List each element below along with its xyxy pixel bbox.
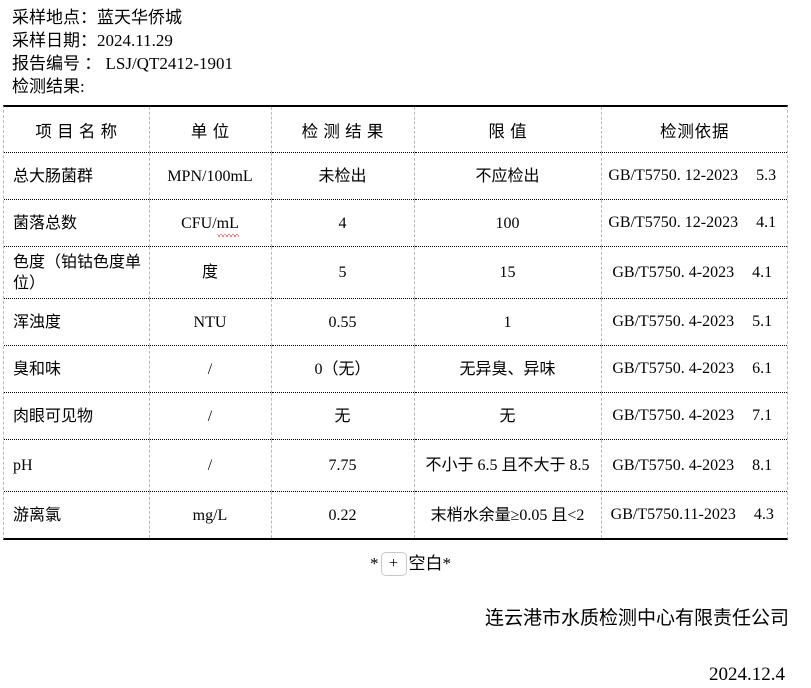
report-header: 采样地点：蓝天华侨城 采样日期：2024.11.29 报告编号 ： LSJ/QT… <box>0 0 811 98</box>
sampling-location-value: 蓝天华侨城 <box>97 8 182 27</box>
report-footer: 连云港市水质检测中心有限责任公司 2024.12.4 <box>0 606 811 688</box>
basis-standard: GB/T5750. 4-2023 <box>612 407 735 424</box>
sampling-location-label: 采样地点： <box>12 8 97 27</box>
report-number-label: 报告编号 ： <box>12 54 102 73</box>
item-name: 色度（铂钴色度单位） <box>13 253 142 292</box>
table-header-row: 项目名称 单位 检测结果 限值 检测依据 <box>4 107 787 153</box>
item-result: 0（无） <box>314 360 371 378</box>
sampling-date-label: 采样日期： <box>12 31 97 50</box>
table-row: 肉眼可见物 / 无 无 GB/T5750. 4-2023 7.1 <box>4 392 788 440</box>
basis-clause: 4.1 <box>752 263 773 281</box>
table-row: pH / 7.75 不小于 6.5 且不大于 8.5 GB/T5750. 4-2… <box>4 439 788 492</box>
sampling-date-line: 采样日期：2024.11.29 <box>12 29 811 52</box>
item-unit: mg/L <box>192 506 228 524</box>
item-basis: GB/T5750. 4-2023 8.1 <box>602 457 788 475</box>
basis-clause: 6.1 <box>752 360 773 377</box>
results-table-wrapper: 项目名称 单位 检测结果 限值 检测依据 总大肠菌群 MPN/100mL 未检出… <box>3 105 788 540</box>
item-name: 总大肠菌群 <box>13 167 94 185</box>
basis-standard: GB/T5750. 12-2023 <box>608 167 739 184</box>
item-unit: MPN/100mL <box>167 167 253 185</box>
basis-standard: GB/T5750.11-2023 <box>610 506 736 523</box>
issuing-company: 连云港市水质检测中心有限责任公司 <box>484 608 789 629</box>
column-header-result: 检测结果 <box>271 107 415 153</box>
basis-standard: GB/T5750. 4-2023 <box>612 263 735 281</box>
item-unit: NTU <box>193 313 227 331</box>
blank-marker-prefix: * <box>370 554 379 573</box>
basis-clause: 5.1 <box>752 313 773 330</box>
table-row: 游离氯 mg/L 0.22 末梢水余量≥0.05 且<2 GB/T5750.11… <box>4 491 788 538</box>
spellcheck-flagged-text: mL <box>216 214 240 237</box>
results-table: 项目名称 单位 检测结果 限值 检测依据 总大肠菌群 MPN/100mL 未检出… <box>4 107 787 538</box>
item-limit: 1 <box>503 313 512 331</box>
report-number-value: LSJ/QT2412-1901 <box>101 54 234 73</box>
blank-page-marker: * + 空白* <box>0 552 811 576</box>
table-row: 菌落总数 CFU/mL 4 100 GB/T5750. 12-2023 4.1 <box>4 199 788 247</box>
sampling-location-line: 采样地点：蓝天华侨城 <box>12 6 811 29</box>
column-header-basis: 检测依据 <box>601 107 787 153</box>
basis-clause: 4.3 <box>753 506 774 523</box>
item-unit: CFU/mL <box>150 213 271 237</box>
item-unit: / <box>207 457 213 474</box>
item-name: 游离氯 <box>13 506 62 524</box>
report-date: 2024.12.4 <box>709 664 785 685</box>
item-result: 4 <box>338 214 347 232</box>
item-basis: GB/T5750. 12-2023 5.3 <box>602 167 788 185</box>
item-result: 5 <box>338 264 347 281</box>
basis-standard: GB/T5750. 4-2023 <box>612 313 735 330</box>
item-basis: GB/T5750.11-2023 4.3 <box>602 506 788 524</box>
item-basis: GB/T5750. 4-2023 4.1 <box>602 264 788 282</box>
table-row: 总大肠菌群 MPN/100mL 未检出 不应检出 GB/T5750. 12-20… <box>4 152 788 200</box>
item-basis: GB/T5750. 12-2023 4.1 <box>602 214 788 232</box>
item-limit: 无 <box>499 407 516 425</box>
item-result: 0.22 <box>328 506 357 524</box>
basis-clause: 8.1 <box>752 456 773 474</box>
item-limit: 100 <box>495 214 520 232</box>
item-limit: 无异臭、异味 <box>459 360 556 378</box>
item-unit-text: CFU/ <box>181 214 217 232</box>
basis-clause: 5.3 <box>756 167 777 184</box>
item-basis: GB/T5750. 4-2023 6.1 <box>602 360 788 378</box>
item-name: 臭和味 <box>13 360 62 378</box>
item-unit: 度 <box>201 264 218 281</box>
basis-clause: 4.1 <box>756 214 777 231</box>
add-page-plus-icon[interactable]: + <box>380 552 407 576</box>
item-result: 0.55 <box>328 313 357 331</box>
sampling-date-value: 2024.11.29 <box>97 31 173 50</box>
report-number-line: 报告编号 ： LSJ/QT2412-1901 <box>12 52 811 75</box>
column-header-limit: 限值 <box>414 107 602 153</box>
table-row: 浑浊度 NTU 0.55 1 GB/T5750. 4-2023 5.1 <box>4 298 788 346</box>
item-result: 未检出 <box>318 167 367 185</box>
basis-clause: 7.1 <box>752 407 773 424</box>
basis-standard: GB/T5750. 12-2023 <box>608 214 739 231</box>
basis-standard: GB/T5750. 4-2023 <box>612 360 735 377</box>
item-result: 7.75 <box>328 457 357 474</box>
item-name: pH <box>13 457 33 474</box>
item-limit: 末梢水余量≥0.05 且<2 <box>430 506 585 524</box>
item-unit: / <box>207 407 213 425</box>
item-limit: 不应检出 <box>475 167 540 185</box>
results-heading-label: 检测结果: <box>12 77 85 96</box>
column-header-name: 项目名称 <box>4 107 150 153</box>
table-row: 臭和味 / 0（无） 无异臭、异味 GB/T5750. 4-2023 6.1 <box>4 345 788 393</box>
basis-standard: GB/T5750. 4-2023 <box>612 456 735 474</box>
blank-marker-suffix: 空白* <box>408 554 452 573</box>
item-limit: 15 <box>499 264 516 281</box>
column-header-unit: 单位 <box>149 107 272 153</box>
item-name: 菌落总数 <box>13 214 78 232</box>
table-row: 色度（铂钴色度单位） 度 5 15 GB/T5750. 4-2023 4.1 <box>4 246 788 299</box>
item-name: 肉眼可见物 <box>13 407 94 425</box>
item-result: 无 <box>334 407 351 425</box>
item-basis: GB/T5750. 4-2023 5.1 <box>602 313 788 331</box>
item-basis: GB/T5750. 4-2023 7.1 <box>602 407 788 425</box>
item-name: 浑浊度 <box>13 313 62 331</box>
results-heading-line: 检测结果: <box>12 75 811 98</box>
item-unit: / <box>207 360 213 378</box>
blank-marker-inner: * + 空白* <box>370 552 451 576</box>
item-limit: 不小于 6.5 且不大于 8.5 <box>425 457 590 474</box>
results-table-body: 总大肠菌群 MPN/100mL 未检出 不应检出 GB/T5750. 12-20… <box>4 152 788 538</box>
